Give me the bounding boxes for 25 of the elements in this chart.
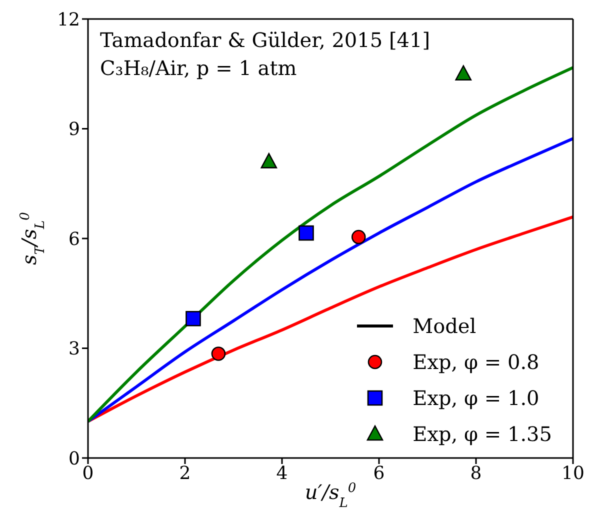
y-tick-label: 12 [57,9,80,30]
point [211,346,226,361]
legend-label: Exp, φ = 0.8 [412,350,540,374]
y-tick-label: 3 [68,338,80,360]
x-tick-label: 0 [82,462,94,484]
x-tick-label: 4 [276,462,288,484]
y-tick-label: 6 [68,228,80,250]
y-tick-label: 9 [68,119,80,140]
x-tick-label: 2 [179,462,191,484]
x-tick-label: 6 [373,462,385,484]
line-series [88,137,573,423]
legend-label: Exp, φ = 1.0 [412,386,540,410]
annotation: C₃H₈/Air, p = 1 atm [100,55,298,82]
legend-label: Exp, φ = 1.35 [412,422,552,446]
x-tick-label: 10 [562,462,584,484]
point [298,225,314,241]
y-tick-label: 0 [68,448,80,470]
point [455,65,472,81]
annotation: Tamadonfar & Gülder, 2015 [41] [100,27,430,54]
line-series [88,215,573,423]
legend-label: Model [412,314,476,338]
point [351,230,366,244]
x-tick-label: 8 [470,462,482,484]
point [260,153,278,168]
point [186,310,201,326]
